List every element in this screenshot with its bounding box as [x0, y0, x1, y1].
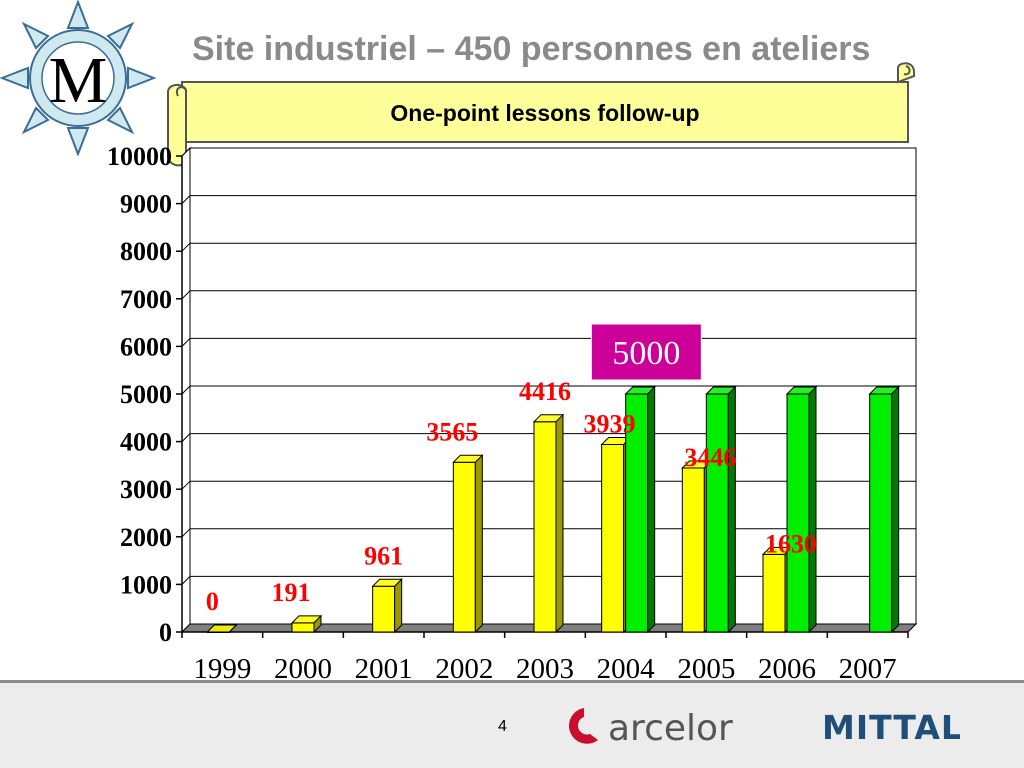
x-tick-label: 2006 — [758, 653, 816, 680]
banner-title: One-point lessons follow-up — [390, 100, 700, 126]
gridline — [181, 385, 916, 395]
y-tick-label: 1000 — [120, 570, 172, 599]
x-tick-label: 2004 — [597, 653, 656, 680]
mittal-logo: MITTAL — [822, 708, 960, 746]
arcelor-wordmark: arcelor — [608, 708, 733, 749]
bar-chart: 0 1000 2000 3000 4000 5000 6000 7000 8000 9000 100… — [107, 142, 918, 680]
bar-actual — [532, 413, 565, 634]
m-sun-logo: M — [0, 0, 156, 156]
target-callout-box — [590, 323, 702, 381]
bar-target — [868, 385, 900, 634]
footer-band — [0, 680, 1024, 768]
gridline — [181, 480, 916, 490]
arcelor-logo: arcelor — [569, 708, 733, 749]
scroll-banner — [167, 62, 915, 167]
x-tick-label: 2003 — [516, 653, 574, 680]
gridline — [181, 242, 916, 252]
gridline — [181, 575, 916, 585]
bar-value-label: 961 — [364, 541, 403, 570]
bar-target — [785, 385, 818, 634]
bar-actual — [371, 578, 403, 634]
y-tick-label: 2000 — [120, 523, 172, 552]
x-tick-label: 2001 — [355, 653, 413, 680]
x-tick-label: 2002 — [435, 653, 493, 680]
arcelor-swoosh-icon — [569, 708, 598, 744]
mittal-wordmark: MITTAL — [822, 708, 960, 746]
y-tick-label: 4000 — [120, 428, 172, 457]
y-tick-label: 9000 — [120, 190, 172, 219]
bar-value-label: 0 — [206, 587, 219, 616]
x-tick-label: 2007 — [839, 653, 897, 680]
bar-target — [624, 385, 656, 634]
y-tick-label: 7000 — [120, 285, 172, 314]
x-tick-label: 1999 — [193, 653, 251, 680]
gridline — [181, 195, 916, 204]
bar-value-label: 1630 — [765, 529, 817, 558]
y-tick-label: 6000 — [120, 332, 172, 361]
y-tick-label: 8000 — [120, 237, 172, 266]
bar-value-label: 3565 — [426, 417, 478, 446]
gridline — [181, 528, 916, 538]
gridline — [181, 147, 916, 157]
x-tick-label: 2005 — [677, 653, 735, 680]
y-tick-label: 10000 — [107, 142, 172, 171]
bar-value-label: 191 — [272, 578, 311, 607]
y-tick-label: 5000 — [120, 380, 172, 409]
gridline — [181, 290, 916, 300]
page-title: Site industriel – 450 personnes en ateli… — [192, 30, 871, 68]
bar-value-label: 3939 — [584, 410, 636, 439]
bar-actual — [452, 454, 484, 634]
bar-actual — [206, 624, 238, 633]
bar-value-label: 4416 — [519, 377, 571, 406]
gridline — [181, 433, 916, 442]
target-callout-label: 5000 — [612, 335, 680, 372]
page-number: 4 — [498, 718, 507, 735]
logo-letter: M — [49, 44, 108, 117]
y-tick-label: 3000 — [120, 475, 172, 504]
bar-actual — [290, 614, 323, 634]
bar-target — [705, 385, 737, 634]
y-tick-label: 0 — [159, 618, 172, 647]
x-tick-label: 2000 — [274, 653, 332, 680]
bar-value-label: 3446 — [684, 443, 736, 472]
